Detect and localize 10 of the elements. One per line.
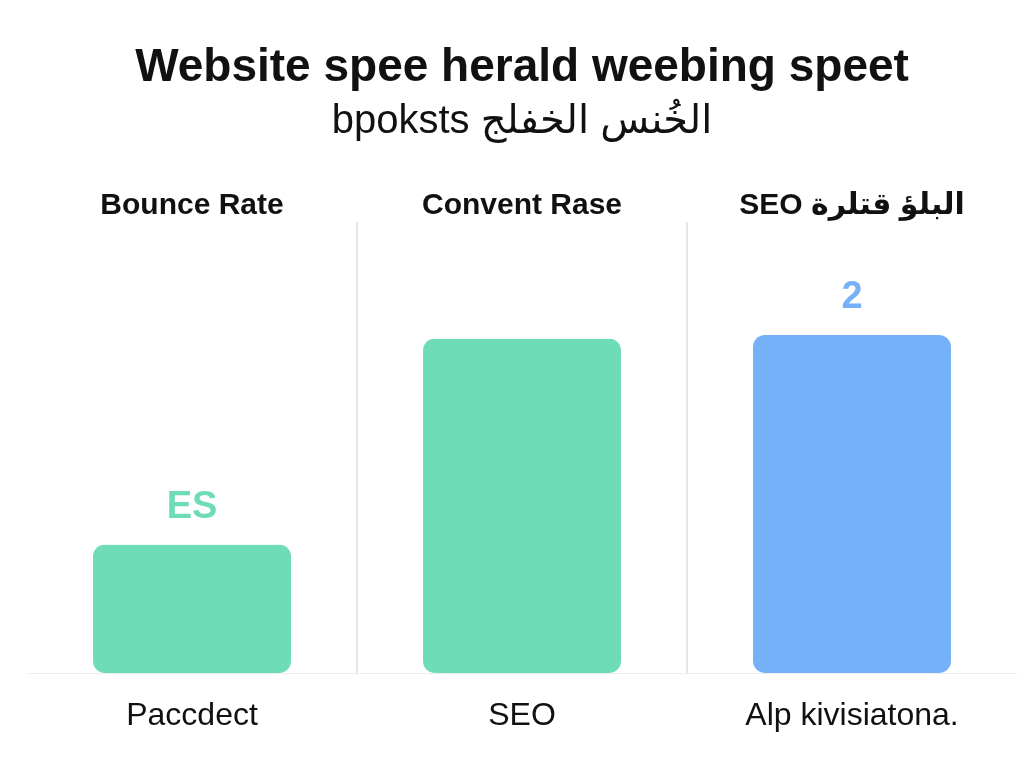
x-tick-label: SEO <box>488 695 556 732</box>
text: SEO البلؤ قتلرة <box>739 187 965 221</box>
x-tick-label: Paccdect <box>126 695 258 732</box>
text: Bounce Rate <box>100 187 284 220</box>
chart-subtitle: bpoksts الخُنس الخفلج <box>331 97 713 143</box>
text: Convent Rase <box>421 187 623 220</box>
annotation: ES <box>166 483 218 526</box>
x-tick-label: Alp kivisiatona. <box>745 695 959 732</box>
chart-title: Website spee herald weebing speet <box>135 39 909 91</box>
annotation: 2 <box>841 274 863 316</box>
